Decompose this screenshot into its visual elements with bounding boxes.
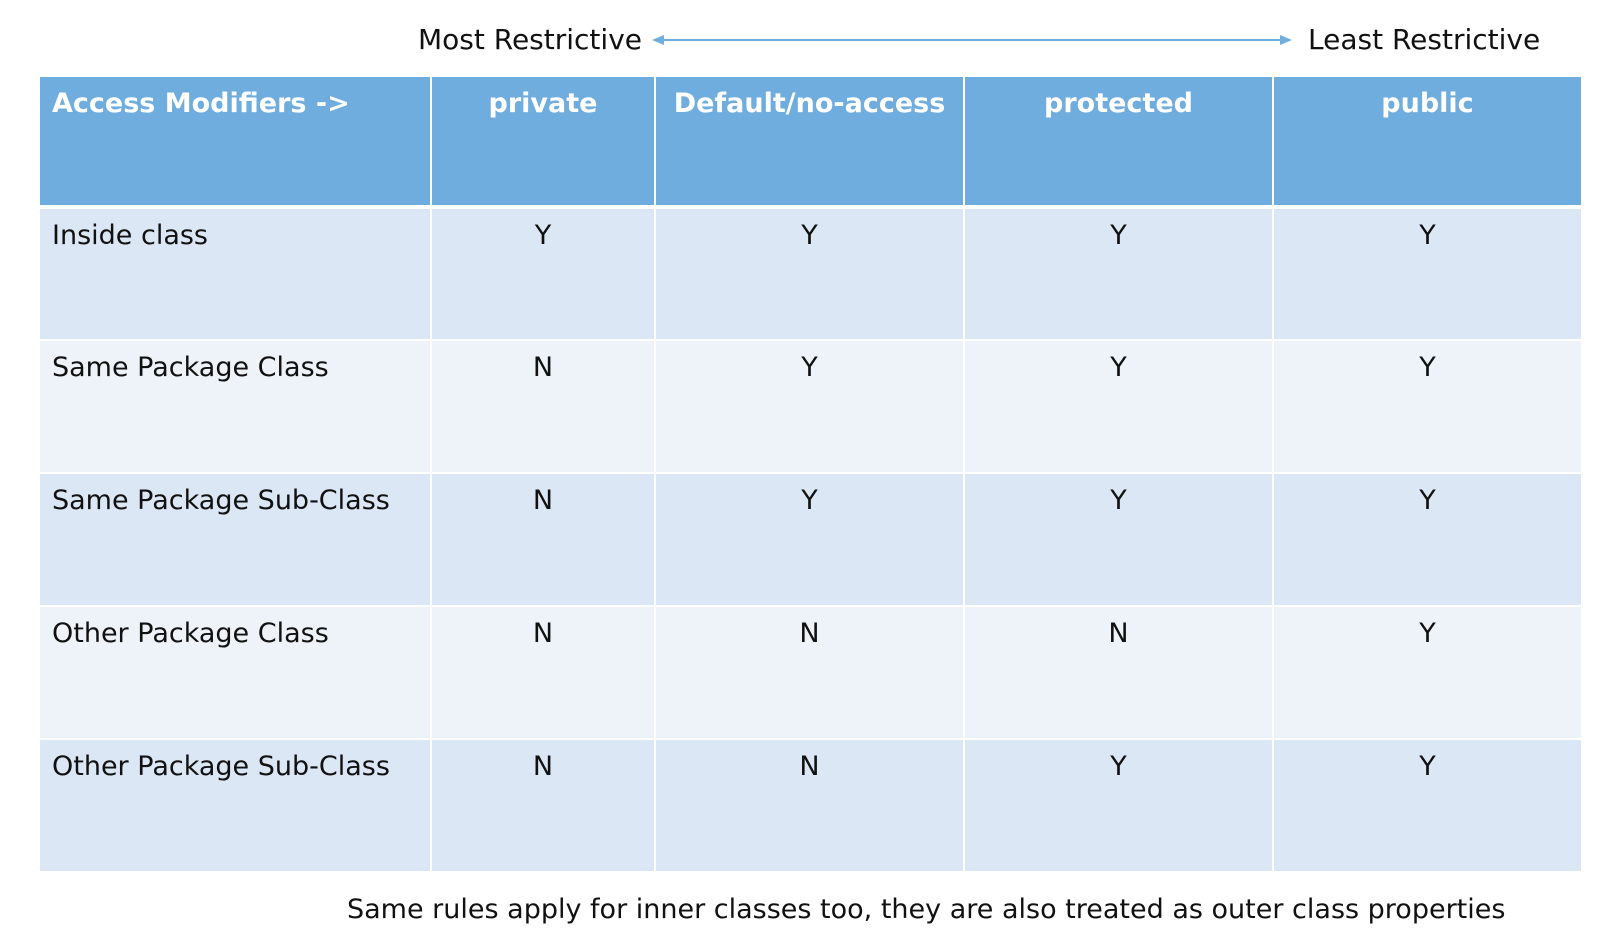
cell-private: N (431, 739, 656, 873)
row-label: Same Package Sub-Class (40, 473, 432, 607)
table-row-same-package-sub-class: Same Package Sub-Class N Y Y Y (40, 473, 1581, 607)
cell-private: N (431, 340, 656, 474)
cell-protected: Y (964, 473, 1274, 607)
table-header-row: Access Modifiers -> private Default/no-a… (40, 77, 1581, 209)
restrictiveness-scale: Most Restrictive Least Restrictive (0, 18, 1600, 64)
table-row-other-package-sub-class: Other Package Sub-Class N N Y Y (40, 739, 1581, 873)
double-arrow-icon (652, 35, 1292, 45)
cell-public: Y (1273, 207, 1581, 341)
cell-default: N (655, 739, 965, 873)
cell-private: N (431, 473, 656, 607)
least-restrictive-label: Least Restrictive (1308, 23, 1541, 56)
header-private: private (431, 77, 656, 209)
header-access-modifiers: Access Modifiers -> (40, 77, 432, 209)
row-label: Same Package Class (40, 340, 432, 474)
cell-private: N (431, 606, 656, 740)
cell-public: Y (1273, 606, 1581, 740)
footnote: Same rules apply for inner classes too, … (347, 894, 1506, 925)
cell-default: N (655, 606, 965, 740)
table-row-same-package-class: Same Package Class N Y Y Y (40, 340, 1581, 474)
most-restrictive-label: Most Restrictive (418, 23, 642, 56)
cell-default: Y (655, 207, 965, 341)
access-modifiers-table: Access Modifiers -> private Default/no-a… (40, 77, 1581, 873)
header-default: Default/no-access (655, 77, 965, 209)
header-public: public (1273, 77, 1581, 209)
row-label: Other Package Sub-Class (40, 739, 432, 873)
cell-private: Y (431, 207, 656, 341)
cell-public: Y (1273, 739, 1581, 873)
row-label: Other Package Class (40, 606, 432, 740)
cell-public: Y (1273, 340, 1581, 474)
cell-protected: Y (964, 340, 1274, 474)
cell-protected: Y (964, 739, 1274, 873)
header-protected: protected (964, 77, 1274, 209)
table-row-inside-class: Inside class Y Y Y Y (40, 207, 1581, 341)
cell-protected: N (964, 606, 1274, 740)
cell-default: Y (655, 340, 965, 474)
cell-default: Y (655, 473, 965, 607)
cell-protected: Y (964, 207, 1274, 341)
row-label: Inside class (40, 207, 432, 341)
table-row-other-package-class: Other Package Class N N N Y (40, 606, 1581, 740)
cell-public: Y (1273, 473, 1581, 607)
